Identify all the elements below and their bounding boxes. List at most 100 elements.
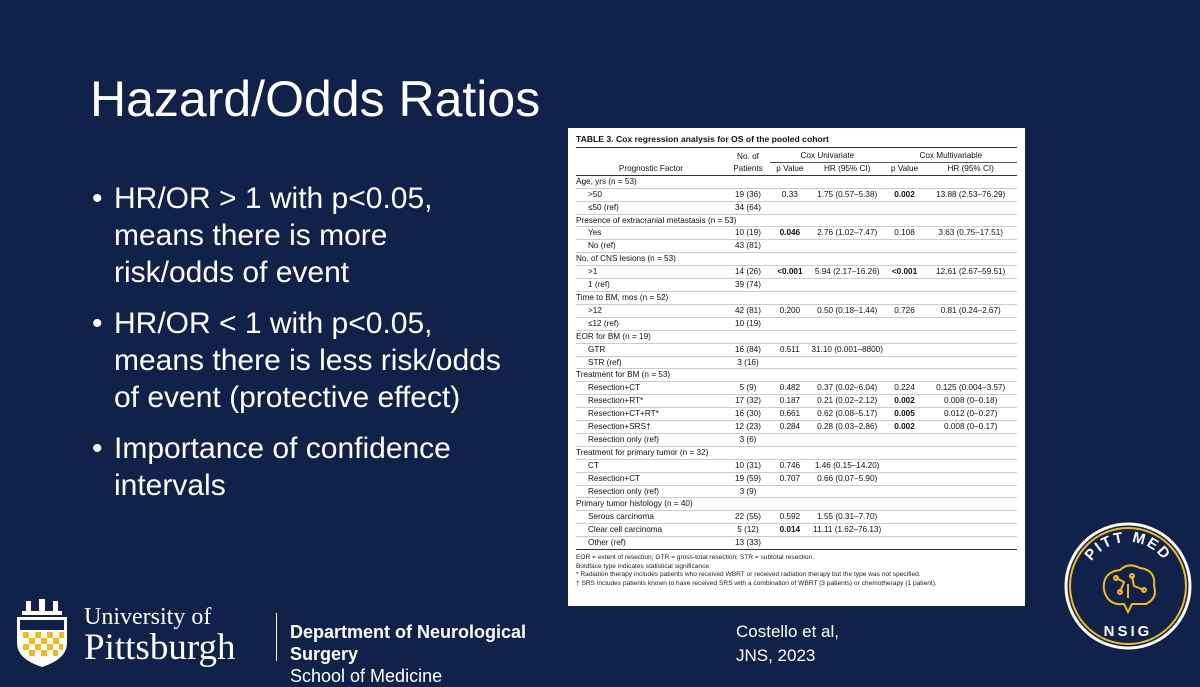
table-note: * Radiation therapy includes patients wh… [576, 571, 921, 579]
multivariable-hr-cell [924, 356, 1017, 370]
univariate-hr-cell: 0.37 (0.02–6.04) [809, 381, 885, 396]
multivariable-hr-cell [924, 433, 1017, 447]
table-row: STR (ref) 3 (16) [576, 356, 1017, 370]
multivariable-p-cell [884, 523, 925, 538]
multivariable-hr-cell: 12.61 (2.67–59.51) [924, 265, 1017, 280]
factor-cell: Other (ref) [576, 536, 726, 551]
univariate-p-cell: 0.187 [770, 394, 810, 409]
group-label: EOR for BM (n = 19) [576, 330, 1017, 344]
factor-cell: Resection+RT* [576, 394, 726, 409]
patients-cell: 17 (32) [725, 394, 771, 409]
multivariable-hr-cell: 0.008 (0–0.17) [924, 420, 1017, 434]
factor-cell: >50 [576, 188, 726, 202]
univariate-hr-cell [809, 433, 885, 447]
header-univariate: Cox Univariate [770, 150, 885, 163]
factor-cell: No (ref) [576, 239, 726, 254]
univariate-p-cell [770, 485, 810, 499]
group-label: Primary tumor histology (n = 40) [576, 497, 1017, 512]
univariate-p-cell: 0.200 [770, 304, 810, 318]
patients-cell: 3 (9) [725, 485, 771, 499]
bullet-item: HR/OR > 1 with p<0.05, means there is mo… [92, 180, 512, 291]
table-row: Serous carcinoma 22 (55) 0.592 1.55 (0.31–7… [576, 510, 1017, 525]
univariate-p-cell [770, 356, 810, 370]
univariate-p-cell [770, 239, 810, 254]
badge-bottom-text: NSIG [1104, 623, 1153, 640]
univariate-hr-cell [809, 278, 885, 292]
table-row: No (ref) 43 (81) [576, 239, 1017, 254]
univariate-p-cell [770, 536, 810, 551]
univariate-p-cell [770, 278, 810, 292]
factor-cell: Resection+CT [576, 381, 726, 396]
group-label: Treatment for primary tumor (n = 32) [576, 446, 1017, 460]
patients-cell: 10 (19) [725, 226, 771, 241]
table-notes: EOR = extent of resection; GTR = gross-t… [576, 554, 1017, 588]
factor-cell: Resection only (ref) [576, 433, 726, 447]
multivariable-hr-cell: 0.008 (0–0.18) [924, 394, 1017, 409]
citation-line: Costello et al, [736, 622, 839, 641]
multivariable-p-cell [884, 239, 925, 254]
univariate-hr-cell [809, 356, 885, 370]
patients-cell: 5 (9) [725, 381, 771, 396]
patients-cell: 16 (30) [725, 407, 771, 422]
multivariable-p-cell: 0.002 [884, 420, 925, 434]
bullet-item: HR/OR < 1 with p<0.05, means there is le… [92, 305, 512, 416]
multivariable-p-cell: 0.726 [884, 304, 925, 318]
group-label: Presence of extracranial metastasis (n =… [576, 214, 1017, 228]
patients-cell: 3 (16) [725, 356, 771, 370]
university-name-line1: University of [84, 604, 212, 630]
univariate-p-cell: 0.482 [770, 381, 810, 396]
univariate-hr-cell [809, 317, 885, 331]
pitt-med-nsig-badge-icon: PITT MED NSIG [1064, 522, 1192, 650]
factor-cell: 1 (ref) [576, 278, 726, 292]
univariate-p-cell: 0.661 [770, 407, 810, 422]
table-row: Resection+CT 19 (59) 0.707 0.66 (0.07–5.90) [576, 472, 1017, 486]
patients-cell: 43 (81) [725, 239, 771, 254]
multivariable-hr-cell [924, 472, 1017, 486]
factor-cell: ≤12 (ref) [576, 317, 726, 331]
univariate-p-cell [770, 201, 810, 215]
table-note: Boldface type indicates statistical sign… [576, 562, 711, 570]
bullet-item: Importance of confidence intervals [92, 430, 512, 504]
patients-cell: 19 (59) [725, 472, 771, 486]
univariate-p-cell: 0.014 [770, 523, 810, 538]
factor-cell: Resection+SRS† [576, 420, 726, 434]
pitt-shield-icon [17, 599, 67, 667]
slide-title: Hazard/Odds Ratios [90, 71, 541, 127]
multivariable-hr-cell [924, 459, 1017, 473]
univariate-hr-cell: 1.75 (0.57–5.38) [809, 188, 885, 202]
table-note: EOR = extent of resection; GTR = gross-t… [576, 554, 815, 562]
univariate-hr-cell: 11.11 (1.62–76.13) [809, 523, 885, 538]
table-row: ≤50 (ref) 34 (64) [576, 201, 1017, 215]
univariate-hr-cell: 5.94 (2.17–16.26) [809, 265, 885, 280]
multivariable-p-cell [884, 356, 925, 370]
multivariable-hr-cell [924, 343, 1017, 357]
multivariable-p-cell [884, 459, 925, 473]
multivariable-p-cell [884, 472, 925, 486]
patients-cell: 39 (74) [725, 278, 771, 292]
univariate-p-cell: 0.33 [770, 188, 810, 202]
header-multivariable-hr: HR (95% CI) [924, 162, 1017, 176]
table-row: Resection only (ref) 3 (6) [576, 433, 1017, 447]
header-factor-spacer [576, 150, 726, 162]
patients-cell: 34 (64) [725, 201, 771, 215]
header-factor: Prognostic Factor [576, 162, 726, 176]
table-row: GTR 16 (84) 0.511 31.10 (0.001–8800) [576, 343, 1017, 357]
univariate-hr-cell [809, 485, 885, 499]
multivariable-hr-cell: 0.125 (0.004–3.57) [924, 381, 1017, 396]
multivariable-hr-cell: 0.012 (0–0.27) [924, 407, 1017, 422]
univariate-hr-cell: 0.21 (0.02–2.12) [809, 394, 885, 409]
header-patients: No. of [737, 151, 759, 161]
patients-cell: 10 (19) [725, 317, 771, 331]
table-group-row: No. of CNS lesions (n = 53) [576, 252, 1017, 267]
table-note: † SRS includes patients known to have re… [576, 579, 937, 587]
univariate-p-cell: 0.284 [770, 420, 810, 434]
table-body: Age, yrs (n = 53) >50 19 (36) 0.33 1.75 (0.5… [576, 175, 1017, 551]
univariate-hr-cell [809, 201, 885, 215]
univariate-hr-cell [809, 536, 885, 551]
header-univariate-hr: HR (95% CI) [809, 162, 885, 176]
multivariable-hr-cell: 3.63 (0.75–17.51) [924, 226, 1017, 241]
multivariable-p-cell [884, 201, 925, 215]
multivariable-hr-cell [924, 523, 1017, 538]
table-group-row: Treatment for primary tumor (n = 32) [576, 446, 1017, 460]
